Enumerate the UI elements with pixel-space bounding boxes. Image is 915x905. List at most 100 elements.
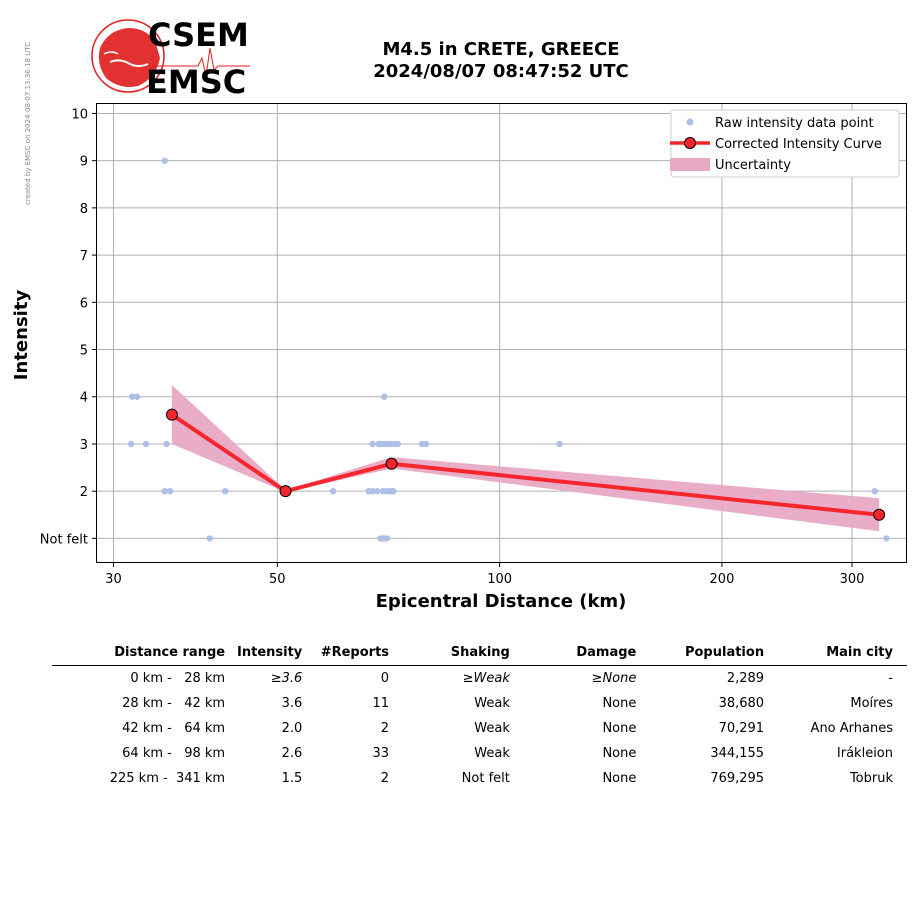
raw-data-point bbox=[556, 440, 563, 448]
cell-intensity: ≥3.6 bbox=[270, 671, 303, 686]
raw-data-point bbox=[329, 487, 337, 495]
axis-ticks: 30 50 100 200 300 Not felt 2 3 4 5 6 7 8 9 10 bbox=[40, 107, 865, 587]
cell-population: 769,295 bbox=[710, 771, 765, 786]
cell-shaking: Weak bbox=[474, 696, 510, 711]
raw-data-point bbox=[390, 487, 397, 495]
title-line-date: 2024/08/07 08:47:52 UTC bbox=[373, 61, 629, 82]
table-header-row: Distance range Intensity #Reports Shakin… bbox=[52, 641, 907, 666]
cell-shaking: Not felt bbox=[461, 771, 510, 786]
cell-reports: 2 bbox=[380, 721, 390, 736]
legend-curve-marker bbox=[684, 137, 696, 149]
plot-frame bbox=[96, 103, 907, 563]
header-shaking: Shaking bbox=[389, 641, 510, 666]
raw-points-group bbox=[127, 157, 890, 542]
title-line-event: M4.5 in CRETE, GREECE bbox=[382, 39, 620, 60]
raw-data-point bbox=[369, 487, 376, 495]
curve-marker bbox=[165, 408, 178, 421]
legend-band-label: Uncertainty bbox=[715, 158, 791, 173]
chart-title: M4.5 in CRETE, GREECE 2024/08/07 08:47:5… bbox=[300, 39, 702, 83]
cell-range: 42 km - 64 km bbox=[122, 721, 226, 736]
raw-data-point bbox=[161, 487, 168, 495]
cell-range: 28 km - 42 km bbox=[122, 696, 226, 711]
cell-damage: None bbox=[602, 771, 637, 786]
y-tick-label: 4 bbox=[80, 391, 88, 406]
cell-damage: None bbox=[602, 696, 637, 711]
intensity-chart: 30 50 100 200 300 Not felt 2 3 4 5 6 7 8 9 10 Epicentr… bbox=[11, 103, 907, 612]
curve-marker bbox=[385, 457, 398, 470]
cell-shaking: ≥Weak bbox=[462, 671, 510, 686]
legend-curve-label: Corrected Intensity Curve bbox=[715, 137, 882, 152]
raw-data-point bbox=[369, 440, 376, 448]
cell-range: 225 km - 341 km bbox=[109, 771, 226, 786]
cell-population: 2,289 bbox=[726, 671, 765, 686]
logo-text-emsc: EMSC bbox=[146, 63, 246, 98]
x-axis-label: Epicentral Distance (km) bbox=[376, 591, 627, 612]
raw-data-point bbox=[422, 440, 430, 448]
header-damage: Damage bbox=[509, 641, 637, 666]
y-tick-label: 2 bbox=[80, 485, 88, 500]
table-row: 225 km - 341 km 1.5 2 Not felt None 769,295 To… bbox=[52, 766, 907, 791]
cell-intensity: 2.6 bbox=[281, 746, 303, 761]
intensity-curve-line bbox=[170, 413, 880, 517]
x-tick-label: 200 bbox=[710, 572, 735, 587]
raw-data-point bbox=[871, 487, 878, 495]
header-distance-range: Distance range bbox=[52, 641, 226, 666]
cell-city: Irákleion bbox=[836, 746, 893, 761]
cell-reports: 2 bbox=[380, 771, 390, 786]
intensity-table: Distance range Intensity #Reports Shakin… bbox=[52, 641, 907, 791]
cell-damage: None bbox=[602, 721, 637, 736]
logo-text-csem: CSEM bbox=[148, 18, 249, 54]
y-tick-label: 9 bbox=[80, 155, 88, 170]
y-tick-label: 10 bbox=[71, 107, 88, 122]
emsc-logo: CSEM EMSC bbox=[90, 16, 255, 101]
y-tick-label: 5 bbox=[80, 344, 88, 359]
raw-data-point bbox=[166, 487, 174, 495]
raw-data-point bbox=[128, 393, 136, 400]
raw-data-point bbox=[142, 440, 150, 448]
cell-intensity: 2.0 bbox=[281, 721, 303, 736]
cell-range: 0 km - 28 km bbox=[130, 671, 226, 686]
cell-damage: ≥None bbox=[591, 671, 637, 686]
cell-damage: None bbox=[602, 746, 637, 761]
raw-data-point bbox=[394, 440, 402, 448]
uncertainty-band bbox=[171, 384, 880, 532]
cell-city: Tobruk bbox=[849, 771, 893, 786]
cell-shaking: Weak bbox=[474, 746, 510, 761]
cell-population: 344,155 bbox=[710, 746, 765, 761]
legend-raw-label: Raw intensity data point bbox=[715, 116, 874, 131]
cell-reports: 0 bbox=[380, 671, 390, 686]
y-tick-label: 7 bbox=[80, 249, 88, 264]
raw-data-point bbox=[221, 487, 229, 495]
uncertainty-band-group bbox=[171, 384, 880, 532]
y-tick-label: 6 bbox=[80, 296, 88, 311]
raw-data-point bbox=[163, 440, 170, 448]
cell-shaking: Weak bbox=[474, 721, 510, 736]
table-row: 64 km - 98 km 2.6 33 Weak None 344,155 Iráklei… bbox=[52, 741, 907, 766]
raw-data-point bbox=[374, 487, 381, 495]
header-main-city: Main city bbox=[764, 641, 907, 666]
x-tick-label: 300 bbox=[840, 572, 865, 587]
cell-intensity: 3.6 bbox=[281, 696, 303, 711]
legend: Raw intensity data point Corrected Inten… bbox=[670, 109, 900, 178]
y-axis-label: Intensity bbox=[11, 290, 32, 381]
legend-band-swatch bbox=[670, 158, 710, 171]
cell-city: Ano Arhanes bbox=[810, 721, 893, 736]
header-population: Population bbox=[636, 641, 765, 666]
raw-data-point bbox=[133, 393, 141, 400]
cell-intensity: 1.5 bbox=[281, 771, 303, 786]
x-tick-label: 30 bbox=[105, 572, 122, 587]
cell-reports: 11 bbox=[372, 696, 390, 711]
table-row: 0 km - 28 km ≥3.6 0 ≥Weak ≥None 2,289 - bbox=[52, 666, 907, 692]
legend-raw-marker bbox=[686, 118, 694, 126]
curve-marker bbox=[279, 485, 292, 498]
cell-city: - bbox=[888, 671, 893, 686]
raw-data-point bbox=[381, 393, 388, 400]
cell-population: 70,291 bbox=[718, 721, 765, 736]
raw-data-point bbox=[383, 535, 391, 542]
raw-data-point bbox=[161, 157, 168, 164]
raw-data-point bbox=[127, 440, 135, 448]
header-intensity: Intensity bbox=[225, 641, 303, 666]
curve-marker bbox=[873, 508, 886, 521]
x-tick-label: 100 bbox=[487, 572, 512, 587]
cell-reports: 33 bbox=[372, 746, 390, 761]
